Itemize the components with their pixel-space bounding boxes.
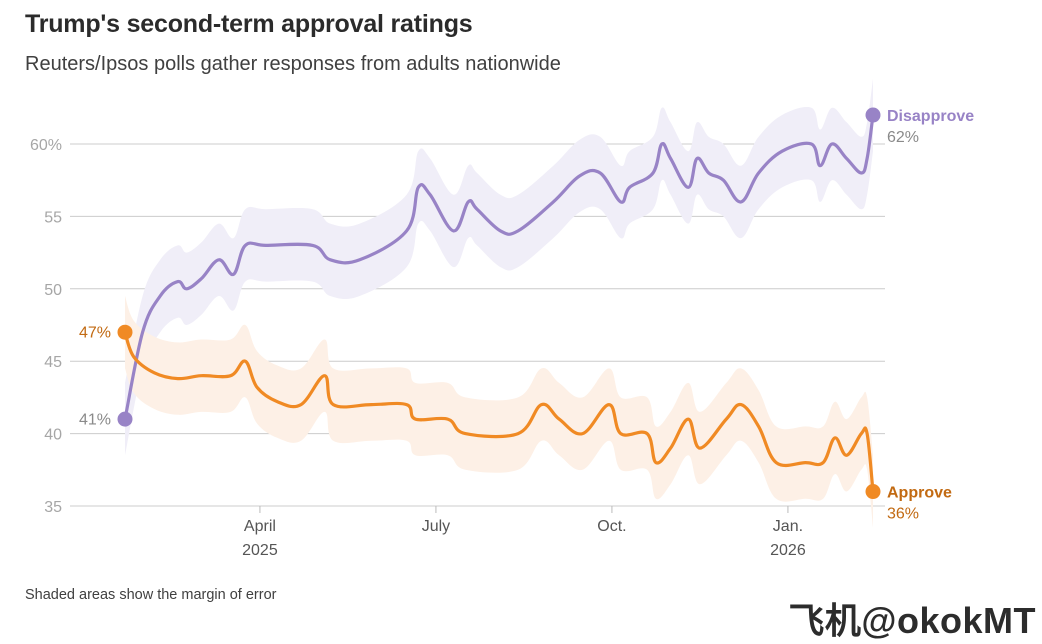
x-tick-year: 2026	[770, 542, 806, 559]
approve-end-marker	[865, 484, 881, 500]
y-tick-label: 60%	[30, 137, 62, 154]
x-tick-label: July	[422, 518, 450, 535]
y-tick-label: 45	[44, 354, 62, 371]
disapprove-name-label: Disapprove	[887, 108, 974, 125]
y-tick-label: 35	[44, 499, 62, 516]
approve-margin-band	[125, 296, 873, 528]
disapprove-line	[123, 113, 875, 421]
disapprove-margin-band	[125, 78, 873, 456]
approve-line	[123, 330, 875, 494]
chart-title: Trump's second-term approval ratings	[25, 10, 473, 38]
x-tick-label: April	[244, 518, 276, 535]
approve-start-label: 47%	[79, 325, 111, 342]
x-tick-label: Oct.	[597, 518, 626, 535]
margin-of-error-bands	[125, 78, 873, 528]
chart-subtitle: Reuters/Ipsos polls gather responses fro…	[25, 53, 561, 75]
disapprove-end-label: 62%	[887, 129, 919, 146]
chart-labels: 60% 55 50 45 40 35 April 2025 July Oct. Jan. 2026 41…	[30, 108, 974, 559]
y-tick-label: 40	[44, 427, 62, 444]
disapprove-start-label: 41%	[79, 412, 111, 429]
endpoint-markers	[117, 107, 881, 500]
y-tick-label: 55	[44, 209, 62, 226]
approve-name-label: Approve	[887, 485, 952, 502]
x-tick-label: Jan.	[773, 518, 803, 535]
margin-of-error-note: Shaded areas show the margin of error	[25, 587, 277, 603]
series-lines	[123, 113, 875, 494]
disapprove-end-marker	[865, 107, 881, 123]
approve-start-marker	[117, 324, 133, 340]
approve-end-label: 36%	[887, 506, 919, 523]
disapprove-start-marker	[117, 411, 133, 427]
watermark-text: 飞机@okokMT	[788, 600, 1036, 641]
x-tick-year: 2025	[242, 542, 278, 559]
y-tick-label: 50	[44, 282, 62, 299]
approval-line-chart: 60% 55 50 45 40 35 April 2025 July Oct. Jan. 2026 41…	[30, 78, 974, 559]
